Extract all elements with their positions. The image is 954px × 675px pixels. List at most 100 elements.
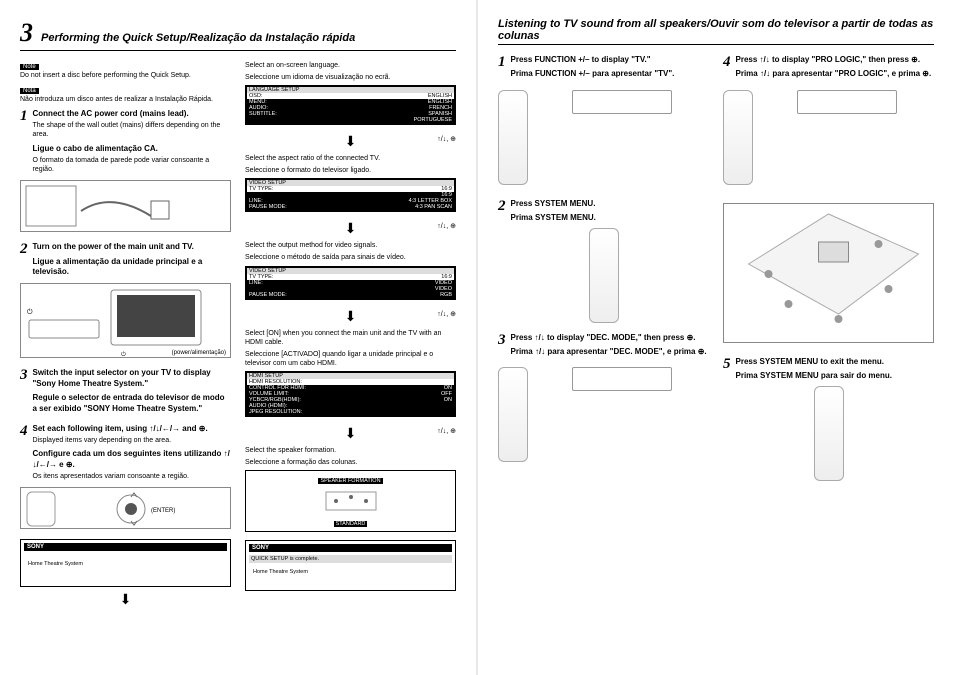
setting-block: Select [ON] when you connect the main un… [245, 329, 456, 417]
right-col2: 4 Press ↑/↓ to display "PRO LOGIC," then… [723, 55, 934, 491]
arrow-down-icon: ⬇↑/↓, ⊕ [245, 133, 456, 150]
step-num: 2 [498, 199, 506, 224]
device-illust [797, 90, 897, 114]
step-4: 4 Set each following item, using ↑/↓/←/→… [20, 424, 231, 529]
remote-illust [498, 367, 528, 462]
note-text-en: Do not insert a disc before performing t… [20, 72, 231, 79]
r-step-2: 2 Press SYSTEM MENU. Prima SYSTEM MENU. [498, 199, 709, 323]
step-bold: Press ↑/↓ to display "DEC. MODE," then p… [511, 333, 710, 343]
note-tag: Note [20, 64, 39, 70]
setting-en: Select [ON] when you connect the main un… [245, 329, 456, 347]
setting-pt: Seleccione o formato do televisor ligado… [245, 166, 456, 175]
setting-pt: Seleccione [ACTIVADO] quando ligar a uni… [245, 350, 456, 368]
speaker-title: SPEAKER FORMATION [318, 478, 382, 484]
setting-pt: Seleccione o método de saída para sinais… [245, 253, 456, 262]
step-num: 1 [498, 55, 506, 80]
step-sub: The shape of the wall outlet (mains) dif… [33, 121, 232, 139]
arrow-side-label: ↑/↓, ⊕ [437, 427, 456, 435]
setting-en: Select the aspect ratio of the connected… [245, 154, 456, 163]
section-number: 3 [20, 18, 33, 48]
setting-block: Select the output method for video signa… [245, 241, 456, 299]
step-bold: Set each following item, using ↑/↓/←/→ a… [33, 424, 232, 434]
right-page: Listening to TV sound from all speakers/… [478, 0, 954, 675]
sony-complete: QUICK SETUP is complete. [249, 555, 452, 563]
arrow-side-label: ↑/↓, ⊕ [437, 222, 456, 230]
step-bold-pt: Configure cada um dos seguintes itens ut… [33, 449, 232, 470]
step-bold: Press FUNCTION +/– to display "TV." [511, 55, 710, 65]
step-bold-pt: Prima SYSTEM MENU. [511, 213, 710, 223]
step-num: 1 [20, 109, 28, 174]
osd-row: PAUSE MODE:RGB [247, 292, 454, 298]
sony-brand: SONY [24, 543, 227, 551]
arrow-side-label: ↑/↓, ⊕ [437, 135, 456, 143]
step-2: 2 Turn on the power of the main unit and… [20, 242, 231, 358]
sony-brand: SONY [249, 544, 452, 552]
step-num: 5 [723, 357, 731, 382]
step-bold: Press SYSTEM MENU to exit the menu. [736, 357, 935, 367]
note-text-pt: Não introduza um disco antes de realizar… [20, 96, 231, 103]
step-bold-pt: Prima ↑/↓ para apresentar "DEC. MODE", e… [511, 347, 710, 357]
step-bold-pt: Regule o selector de entrada do televiso… [33, 393, 232, 414]
right-col1: 1 Press FUNCTION +/– to display "TV." Pr… [498, 55, 709, 491]
illust-room-speakers [723, 203, 934, 343]
setting-pt: Seleccione a formação das colunas. [245, 458, 456, 467]
illust-remote-enter: (ENTER) [20, 487, 231, 529]
step-sub: Displayed items vary depending on the ar… [33, 436, 232, 445]
device-illust [572, 90, 672, 114]
speaker-val: STANDARD [334, 521, 368, 527]
setting-block: Select an on-screen language. Seleccione … [245, 61, 456, 125]
osd-row: JPEG RESOLUTION: [247, 409, 454, 415]
remote-illust [498, 90, 528, 185]
illust-ac-cord [20, 180, 231, 232]
left-header: 3 Performing the Quick Setup/Realização … [20, 18, 456, 51]
power-label: (power/alimentação) [172, 350, 226, 356]
step-bold: Turn on the power of the main unit and T… [33, 242, 232, 252]
step-num: 3 [498, 333, 506, 358]
setting-pt: Seleccione um idioma de visualização no … [245, 73, 456, 82]
sony-screen-complete: SONY QUICK SETUP is complete. Home Theat… [245, 540, 456, 591]
illust-tv-power: ⏻ ⏻ (power/alimentação) [20, 283, 231, 358]
setting-block: Select the aspect ratio of the connected… [245, 154, 456, 212]
step-bold-pt: Ligue o cabo de alimentação CA. [33, 144, 232, 154]
right-header: Listening to TV sound from all speakers/… [498, 18, 934, 45]
enter-label: (ENTER) [151, 508, 175, 514]
step-num: 2 [20, 242, 28, 277]
arrow-down-icon: ⬇ [20, 591, 231, 608]
step-bold-pt: Prima SYSTEM MENU para sair do menu. [736, 371, 935, 381]
setting-en: Select the output method for video signa… [245, 241, 456, 250]
device-illust [572, 367, 672, 391]
step-num: 3 [20, 368, 28, 414]
r-step-5: 5 Press SYSTEM MENU to exit the menu. Pr… [723, 357, 934, 481]
left-col1: Note Do not insert a disc before perform… [20, 61, 231, 612]
osd-row: PORTUGUESE [247, 117, 454, 123]
osd-row: PAUSE MODE:4:3 PAN SCAN [247, 204, 454, 210]
step-bold-pt: Prima FUNCTION +/– para apresentar "TV". [511, 69, 710, 79]
setting-en: Select an on-screen language. [245, 61, 456, 70]
left-title: Performing the Quick Setup/Realização da… [41, 32, 355, 44]
speaker-box: SPEAKER FORMATION STANDARD [245, 470, 456, 532]
remote-illust [814, 386, 844, 481]
arrow-down-icon: ⬇↑/↓, ⊕ [245, 425, 456, 442]
r-step-1: 1 Press FUNCTION +/– to display "TV." Pr… [498, 55, 709, 189]
note-tag: Nota [20, 88, 39, 94]
svg-text:⏻: ⏻ [121, 351, 126, 358]
osd-panel: VIDEO SETUPTV TYPE:16:916:9LINE:4:3 LETT… [245, 178, 456, 212]
osd-panel: LANGUAGE SETUPOSD:ENGLISHMENU:ENGLISHAUD… [245, 85, 456, 125]
step-1: 1 Connect the AC power cord (mains lead)… [20, 109, 231, 232]
osd-panel: VIDEO SETUPTV TYPE:16:9LINE:VIDEOVIDEOPA… [245, 266, 456, 300]
left-page: 3 Performing the Quick Setup/Realização … [0, 0, 476, 675]
arrow-side-label: ↑/↓, ⊕ [437, 310, 456, 318]
left-col2: Select an on-screen language. Seleccione … [245, 61, 456, 612]
arrow-down-icon: ⬇↑/↓, ⊕ [245, 308, 456, 325]
remote-illust [723, 90, 753, 185]
osd-panel: HDMI SETUPHDMI RESOLUTION:CONTROL FOR HD… [245, 371, 456, 417]
arrow-down-icon: ⬇↑/↓, ⊕ [245, 220, 456, 237]
step-bold: Press SYSTEM MENU. [511, 199, 710, 209]
step-bold-pt: Ligue a alimentação da unidade principal… [33, 257, 232, 278]
svg-text:⏻: ⏻ [27, 308, 33, 316]
r-step-4: 4 Press ↑/↓ to display "PRO LOGIC," then… [723, 55, 934, 189]
r-step-3: 3 Press ↑/↓ to display "DEC. MODE," then… [498, 333, 709, 467]
step-bold-pt: Prima ↑/↓ para apresentar "PRO LOGIC", e… [736, 69, 935, 79]
sony-hts2: Home Theatre System [249, 563, 452, 587]
step-num: 4 [723, 55, 731, 80]
